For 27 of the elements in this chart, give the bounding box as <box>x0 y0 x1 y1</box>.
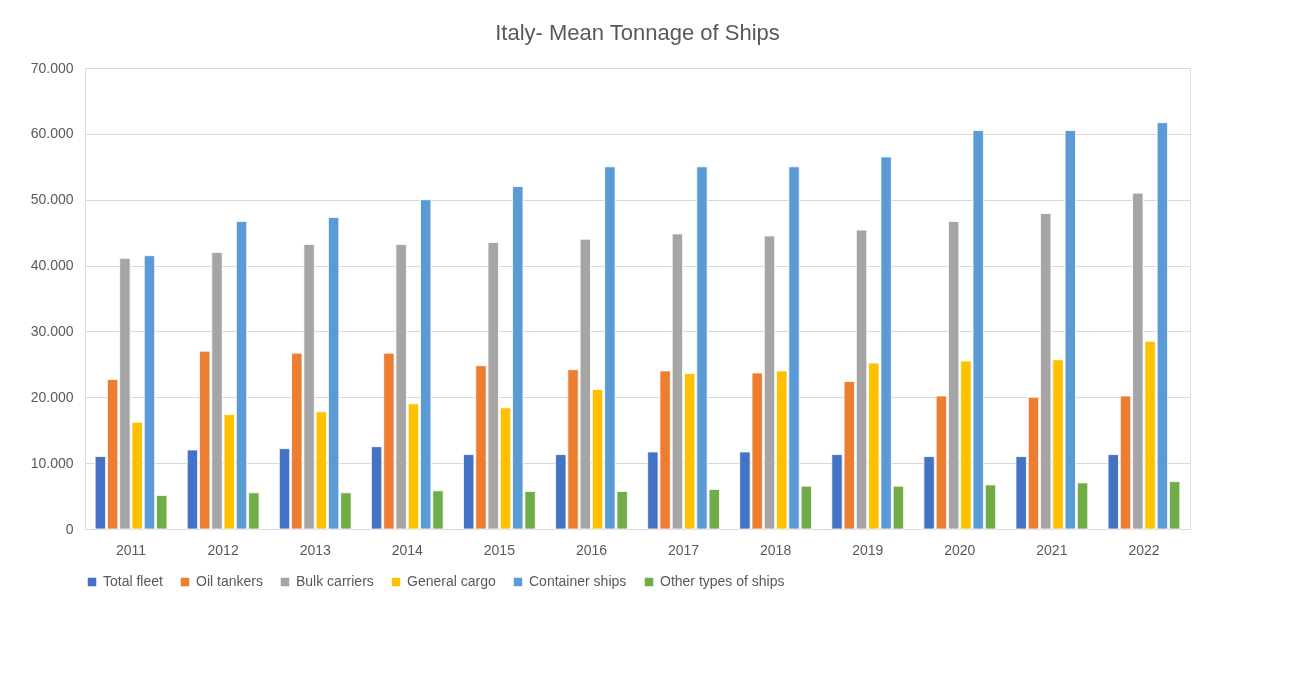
y-tick-label: 50.000 <box>30 191 74 208</box>
y-tick-label: 10.000 <box>30 454 74 471</box>
legend-label: Bulk carriers <box>296 573 374 589</box>
x-tick-label: 2017 <box>667 541 700 558</box>
legend-label: General cargo <box>407 573 496 589</box>
x-tick-label: 2016 <box>575 541 608 558</box>
legend-label: Other types of ships <box>660 573 785 589</box>
legend-label: Total fleet <box>103 573 164 589</box>
y-tick-label: 0 <box>65 520 74 537</box>
legend-label: Oil tankers <box>196 573 263 589</box>
x-tick-label: 2015 <box>483 541 516 558</box>
y-tick-label: 20.000 <box>30 388 74 405</box>
x-tick-label: 2013 <box>299 541 331 558</box>
y-tick-label: 40.000 <box>30 257 74 274</box>
x-tick-label: 2022 <box>1128 541 1160 558</box>
y-tick-label: 60.000 <box>30 125 74 142</box>
chart-title: Italy- Mean Tonnage of Ships <box>495 20 780 45</box>
x-tick-label: 2018 <box>760 541 792 558</box>
y-tick-label: 70.000 <box>30 59 74 76</box>
y-tick-label: 30.000 <box>30 322 74 339</box>
x-tick-label: 2014 <box>391 541 424 558</box>
x-tick-label: 2012 <box>207 541 239 558</box>
x-tick-label: 2019 <box>852 541 884 558</box>
legend-label: Container ships <box>529 573 627 589</box>
x-tick-label: 2020 <box>944 541 976 558</box>
x-tick-label: 2021 <box>1036 541 1068 558</box>
x-tick-label: 2011 <box>115 541 147 558</box>
